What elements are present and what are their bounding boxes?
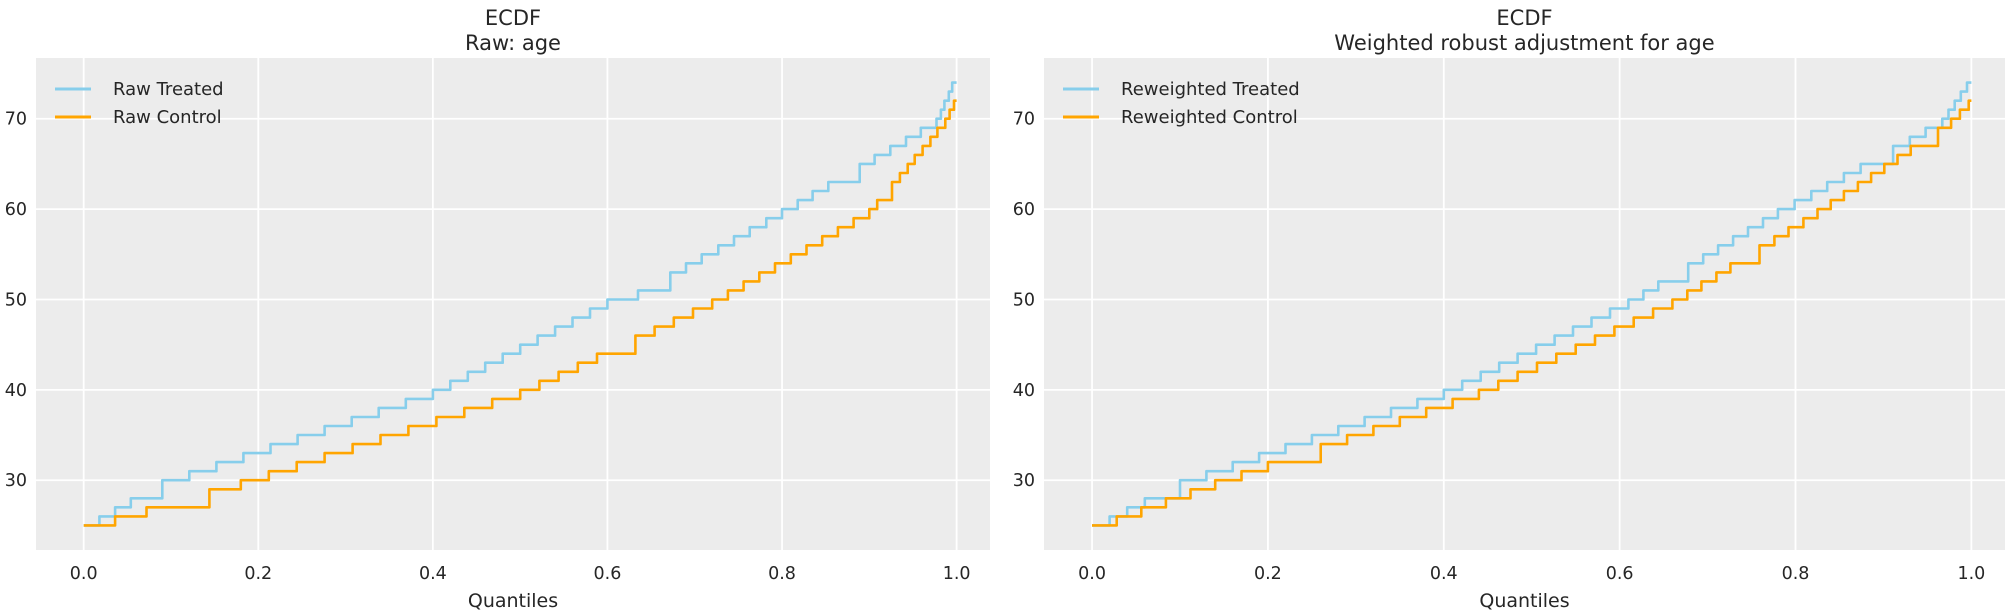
legend-label-0: Raw Treated: [113, 79, 224, 100]
x-tick-label: 1.0: [1957, 564, 1985, 584]
chart-title: ECDF: [1496, 6, 1552, 30]
legend: Reweighted Treated Reweighted Control: [1063, 79, 1300, 128]
y-tick-label: 60: [5, 200, 27, 220]
axes-background: [36, 58, 990, 550]
panel-weighted: 0.0 0.2 0.4 0.6 0.8 1.0 30 40 50 60 70 Quantiles ECD…: [1013, 6, 2005, 611]
axes-background: [1044, 58, 2005, 550]
x-tick-label: 0.2: [244, 564, 272, 584]
series-line-1: [1092, 99, 1972, 527]
y-tick-label: 70: [5, 110, 27, 130]
y-tick-label: 50: [5, 290, 27, 310]
y-tick-label: 40: [5, 381, 27, 401]
x-axis-label: Quantiles: [468, 590, 558, 611]
x-axis-label: Quantiles: [1479, 590, 1569, 611]
chart-subtitle: Weighted robust adjustment for age: [1334, 31, 1714, 55]
legend-label-0: Reweighted Treated: [1121, 79, 1300, 100]
legend: Raw Treated Raw Control: [55, 79, 224, 128]
x-tick-label: 0.0: [70, 564, 98, 584]
x-tick-label: 0.6: [594, 564, 622, 584]
x-tick-label: 0.4: [1430, 564, 1458, 584]
x-tick-label: 0.6: [1606, 564, 1634, 584]
x-tick-label: 0.4: [419, 564, 447, 584]
series-line-0: [83, 81, 957, 527]
x-tick-label: 0.2: [1254, 564, 1282, 584]
y-tick-label: 40: [1013, 381, 1035, 401]
series-line-0: [1092, 81, 1972, 527]
x-tick-label: 0.0: [1078, 564, 1106, 584]
y-tick-label: 60: [1013, 200, 1035, 220]
chart-title: ECDF: [485, 6, 541, 30]
y-tick-label: 70: [1013, 110, 1035, 130]
y-tick-label: 30: [1013, 471, 1035, 491]
legend-label-1: Raw Control: [113, 107, 222, 128]
x-tick-label: 1.0: [943, 564, 971, 584]
x-tick-label: 0.8: [768, 564, 796, 584]
series-line-1: [83, 99, 957, 527]
panel-raw: 0.0 0.2 0.4 0.6 0.8 1.0 30 40 50 60 70 Quantiles ECD…: [5, 6, 990, 611]
y-tick-label: 50: [1013, 290, 1035, 310]
x-tick-label: 0.8: [1782, 564, 1810, 584]
legend-label-1: Reweighted Control: [1121, 107, 1298, 128]
y-tick-label: 30: [5, 471, 27, 491]
chart-subtitle: Raw: age: [465, 31, 561, 55]
gridlines: [36, 58, 990, 550]
